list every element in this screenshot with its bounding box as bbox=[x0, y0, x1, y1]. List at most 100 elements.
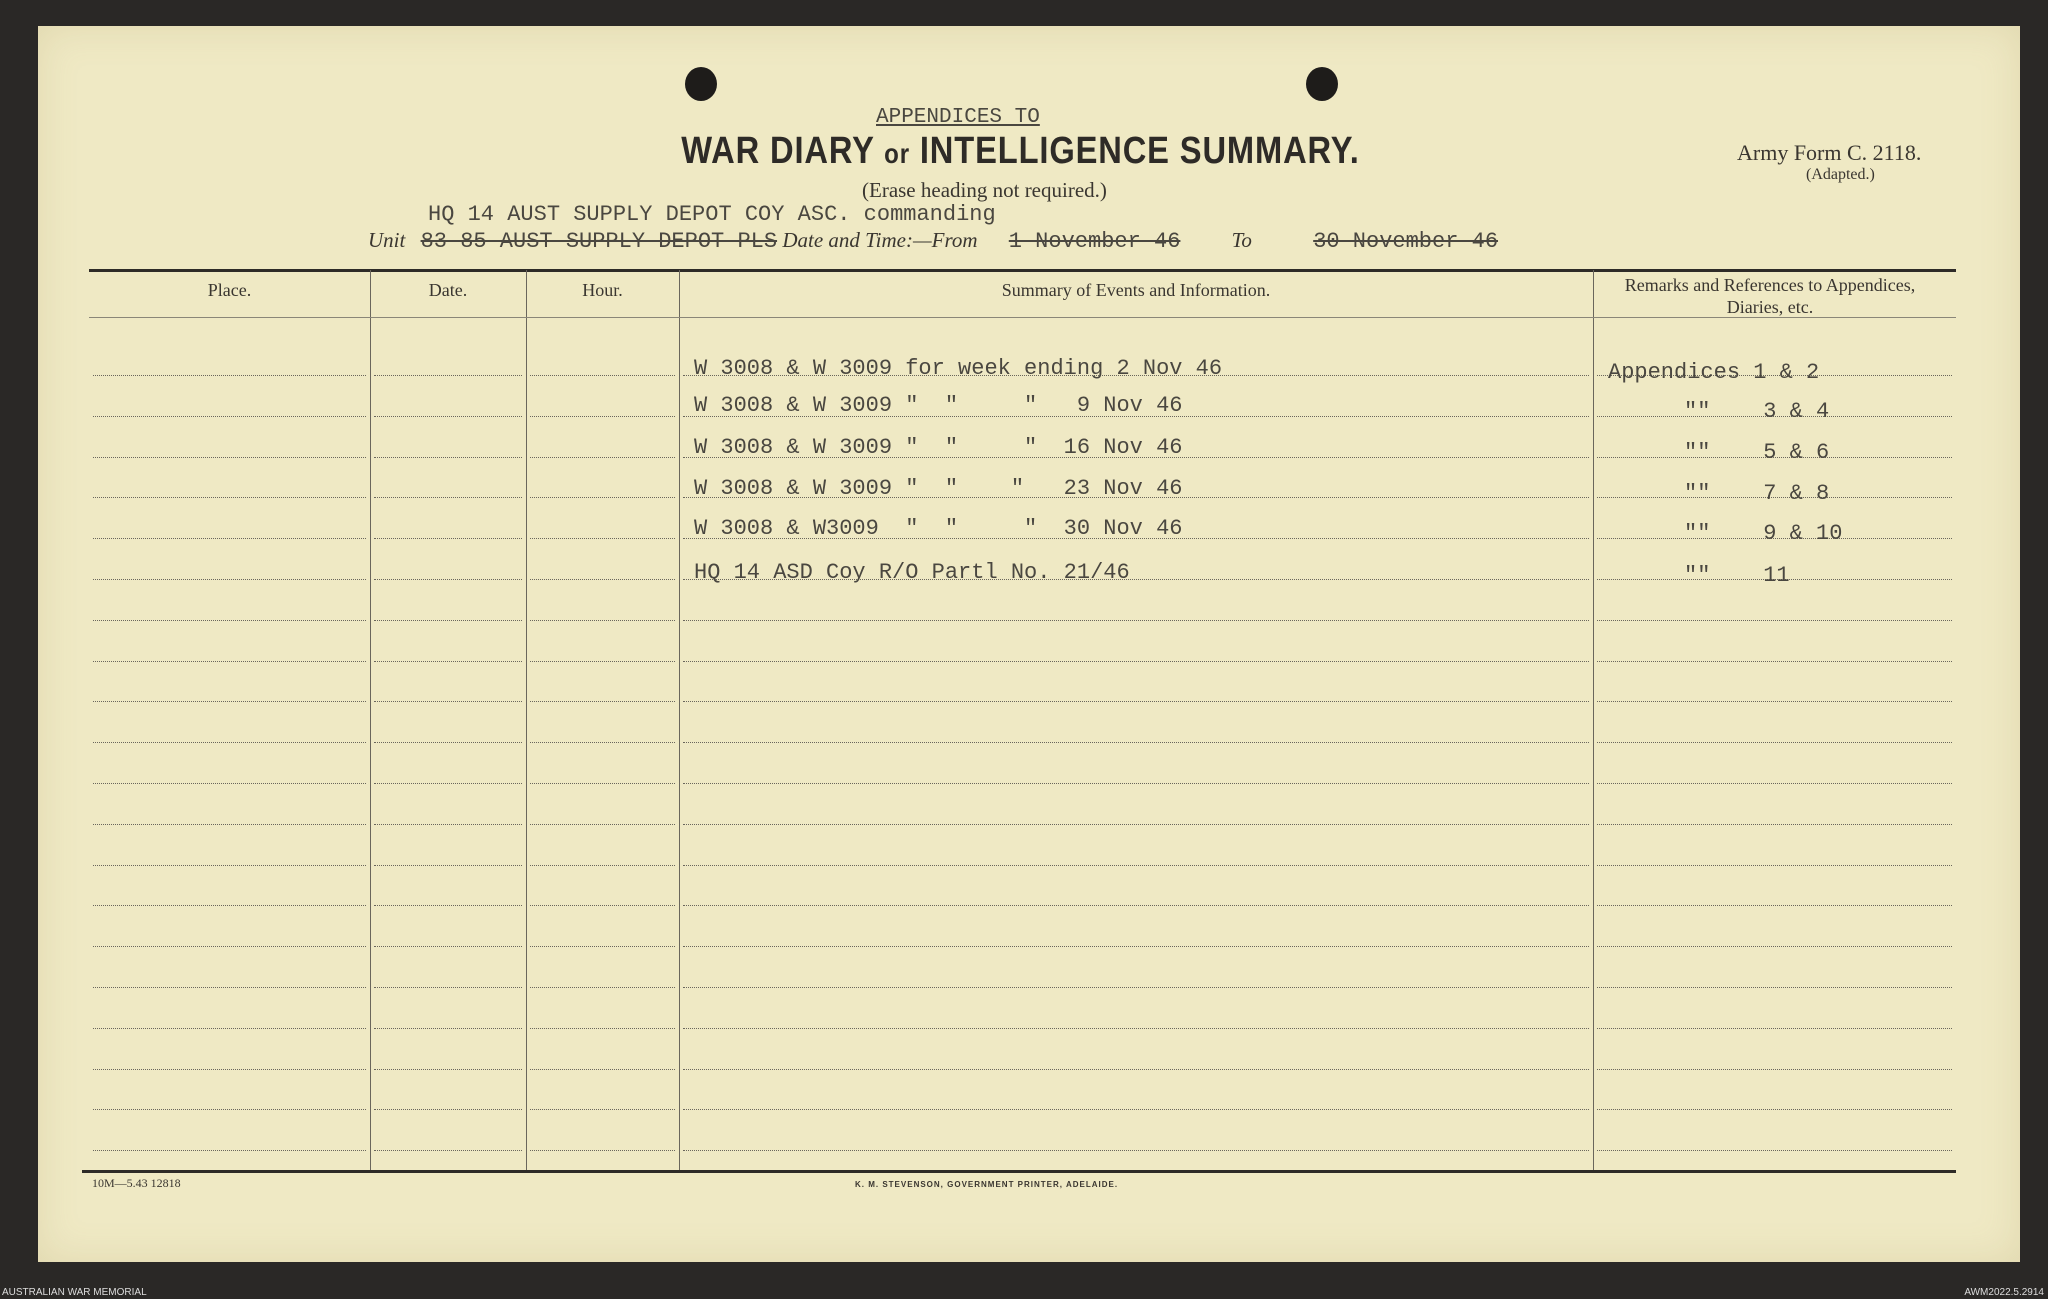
ruled-line bbox=[530, 1068, 675, 1070]
ruled-line bbox=[93, 987, 366, 988]
ruled-line bbox=[374, 701, 522, 703]
ruled-line bbox=[93, 946, 366, 948]
summary-entry: HQ 14 ASD Coy R/O Partl No. 21/46 bbox=[694, 560, 1130, 585]
ruled-line bbox=[374, 1068, 522, 1070]
ruled-line bbox=[1597, 1109, 1952, 1111]
ruled-line bbox=[683, 1150, 1589, 1152]
commanding-line: HQ 14 AUST SUPPLY DEPOT COY ASC. command… bbox=[428, 202, 996, 227]
remarks-entry: "" 5 & 6 bbox=[1684, 440, 1830, 465]
ruled-line bbox=[530, 783, 675, 784]
ruled-line bbox=[374, 619, 522, 621]
ruled-line bbox=[530, 1027, 675, 1029]
ruled-line bbox=[683, 742, 1589, 744]
summary-entry: W 3008 & W 3009 for week ending 2 Nov 46 bbox=[694, 356, 1223, 381]
ruled-line bbox=[683, 619, 1589, 621]
ruled-line bbox=[683, 660, 1589, 662]
ruled-line bbox=[530, 660, 675, 662]
table-bottom-rule bbox=[82, 1170, 1956, 1173]
ruled-line bbox=[530, 1150, 675, 1152]
ruled-line bbox=[683, 946, 1589, 948]
ruled-line bbox=[374, 538, 522, 540]
ruled-line bbox=[530, 946, 675, 948]
summary-entry: W 3008 & W 3009 " " " 16 Nov 46 bbox=[694, 435, 1183, 460]
ruled-line bbox=[683, 1068, 1589, 1070]
header-rule bbox=[89, 317, 1956, 318]
remarks-entry: "" 7 & 8 bbox=[1684, 481, 1830, 506]
title-part2: INTELLIGENCE SUMMARY. bbox=[919, 130, 1360, 172]
ruled-line bbox=[374, 497, 522, 499]
to-value: 30 November 46 bbox=[1313, 229, 1499, 254]
ruled-line bbox=[1597, 946, 1952, 948]
ruled-line bbox=[1597, 579, 1952, 580]
ruled-line bbox=[683, 1109, 1589, 1111]
ruled-line bbox=[374, 1109, 522, 1111]
column-header-hour: Hour. bbox=[582, 280, 623, 300]
ruled-line bbox=[1597, 619, 1952, 621]
ruled-line bbox=[93, 1150, 366, 1152]
ruled-line bbox=[374, 375, 522, 376]
ruled-line bbox=[1597, 987, 1952, 988]
form-code: 10M—5.43 12818 bbox=[92, 1176, 181, 1190]
summary-entry: W 3008 & W 3009 " " " 9 Nov 46 bbox=[694, 393, 1183, 418]
ruled-line bbox=[1597, 660, 1952, 662]
ruled-line bbox=[1597, 1150, 1952, 1152]
ruled-line bbox=[530, 1109, 675, 1111]
ruled-line bbox=[530, 864, 675, 866]
ruled-line bbox=[1597, 415, 1952, 417]
adapted-note: (Adapted.) bbox=[1806, 166, 1875, 183]
ruled-line bbox=[530, 415, 675, 417]
ruled-line bbox=[530, 375, 675, 376]
remarks-entry: "" 11 bbox=[1684, 563, 1790, 588]
ruled-line bbox=[530, 823, 675, 825]
ruled-line bbox=[1597, 538, 1952, 540]
page-title: WAR DIARY or INTELLIGENCE SUMMARY. bbox=[560, 130, 1480, 173]
ruled-line bbox=[93, 619, 366, 621]
ruled-line bbox=[1597, 701, 1952, 703]
printer-imprint: K. M. STEVENSON, GOVERNMENT PRINTER, ADE… bbox=[855, 1180, 1119, 1189]
ruled-line bbox=[530, 538, 675, 540]
ruled-line bbox=[93, 864, 366, 866]
unit-label: Unit bbox=[368, 228, 406, 252]
ruled-line bbox=[374, 415, 522, 417]
ruled-line bbox=[93, 415, 366, 417]
ruled-line bbox=[683, 1027, 1589, 1029]
title-or: or bbox=[883, 138, 910, 169]
ruled-line bbox=[374, 742, 522, 744]
ruled-line bbox=[683, 375, 1589, 376]
ruled-line bbox=[374, 579, 522, 580]
unit-line: Unit 83-85 AUST SUPPLY DEPOT PLS Date an… bbox=[368, 228, 1498, 254]
ruled-line bbox=[530, 497, 675, 499]
appendices-to: APPENDICES TO bbox=[876, 106, 1040, 129]
ruled-line bbox=[93, 497, 366, 499]
ruled-line bbox=[683, 783, 1589, 784]
ruled-line bbox=[93, 538, 366, 540]
ruled-line bbox=[93, 823, 366, 825]
ruled-line bbox=[374, 946, 522, 948]
ruled-line bbox=[1597, 742, 1952, 744]
ruled-line bbox=[1597, 456, 1952, 458]
ruled-line bbox=[683, 823, 1589, 825]
ruled-line bbox=[530, 579, 675, 580]
ruled-line bbox=[1597, 905, 1952, 907]
column-header-place: Place. bbox=[207, 280, 252, 300]
ruled-line bbox=[683, 905, 1589, 907]
remarks-entry: "" 9 & 10 bbox=[1684, 521, 1843, 546]
ruled-line bbox=[374, 905, 522, 907]
from-value: 1 November 46 bbox=[1008, 229, 1181, 254]
column-header-date: Date. bbox=[428, 280, 468, 300]
ruled-line bbox=[1597, 783, 1952, 784]
ruled-line bbox=[1597, 823, 1952, 825]
ruled-line bbox=[93, 579, 366, 580]
ruled-line bbox=[683, 987, 1589, 988]
ruled-line bbox=[93, 701, 366, 703]
ruled-line bbox=[530, 619, 675, 621]
ruled-line bbox=[1597, 864, 1952, 866]
ruled-line bbox=[93, 742, 366, 744]
war-diary-page bbox=[38, 26, 2020, 1262]
archive-id: AWM2022.5.2914 bbox=[1964, 1287, 2044, 1298]
column-divider bbox=[1593, 270, 1594, 1170]
ruled-line bbox=[683, 415, 1589, 417]
unit-value: 83-85 AUST SUPPLY DEPOT PLS bbox=[420, 229, 778, 254]
ruled-line bbox=[374, 987, 522, 988]
ruled-line bbox=[1597, 1068, 1952, 1070]
